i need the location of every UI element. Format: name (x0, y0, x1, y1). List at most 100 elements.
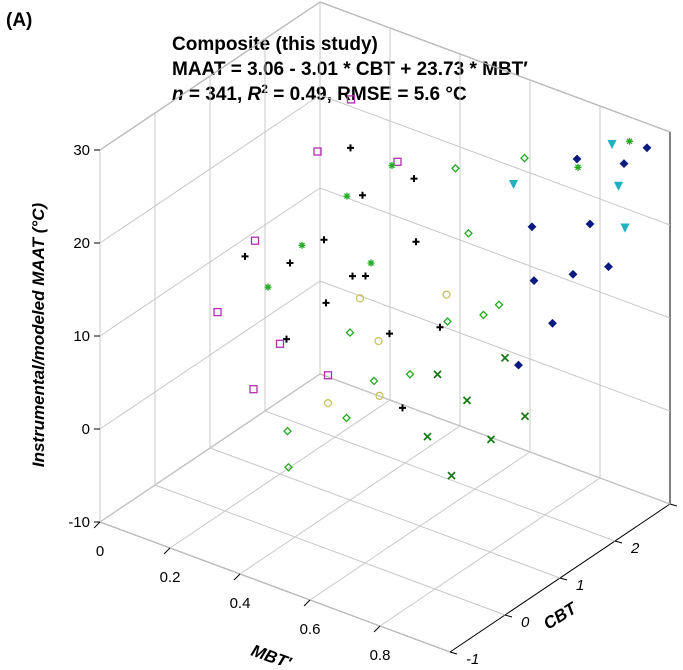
x-tick-label: 0.8 (370, 647, 391, 664)
grid-line (209, 447, 561, 579)
point (388, 162, 396, 169)
stats-part: = 341, (184, 84, 248, 105)
z-tick-label: 30 (73, 142, 90, 159)
point (585, 219, 595, 229)
point (393, 157, 402, 166)
point (386, 330, 393, 338)
z-axis-label: Instrumental/modeled MAAT (°C) (29, 203, 48, 468)
x-tick-label: 0 (96, 543, 104, 560)
point (275, 339, 285, 348)
tick-mark (93, 521, 101, 529)
point (367, 259, 375, 267)
point (346, 95, 356, 104)
point (514, 360, 523, 370)
stats-part: n (172, 84, 184, 105)
point (529, 276, 539, 286)
point (462, 396, 472, 405)
point (642, 143, 652, 153)
tick-mark (449, 651, 458, 655)
grid-line (319, 373, 671, 505)
chart-title: Composite (this study) (172, 34, 378, 55)
point (527, 222, 537, 232)
stats-line: n = 341, R2 = 0.49, RMSE = 5.6 °C (172, 82, 467, 105)
tick-mark (669, 503, 678, 507)
point (347, 144, 354, 152)
y-axis-label: CBT (540, 598, 581, 633)
grid-line (319, 94, 671, 226)
point (345, 328, 355, 338)
tick-mark (163, 547, 171, 555)
point (436, 323, 444, 331)
grid-line (99, 1, 321, 151)
point (320, 236, 328, 244)
grid-line (99, 187, 321, 337)
point (342, 413, 351, 423)
point (286, 259, 294, 267)
point (249, 385, 258, 394)
y-tick-label: 1 (576, 577, 584, 594)
point (374, 336, 383, 346)
grid-line (99, 521, 451, 653)
z-tick-label: 20 (73, 235, 90, 252)
point (572, 154, 582, 164)
panel-label: (A) (6, 10, 32, 31)
point (405, 369, 415, 379)
stats-part: = 0.49, RMSE = 5.6 °C (268, 84, 467, 105)
stats-part: R (248, 84, 262, 105)
point (349, 272, 356, 280)
point (298, 241, 306, 249)
point (548, 318, 557, 328)
point (508, 179, 519, 190)
x-tick-label: 0.4 (230, 595, 251, 612)
point (613, 181, 624, 191)
point (322, 299, 330, 307)
point (369, 376, 379, 386)
grid-line (99, 280, 321, 430)
tick-mark (233, 573, 241, 581)
point (568, 269, 578, 279)
tick-mark (373, 625, 381, 633)
grid-line (319, 1, 671, 133)
point (520, 412, 530, 421)
point (443, 317, 452, 326)
tick-mark (504, 614, 513, 618)
y-tick-label: 2 (630, 540, 640, 557)
point (574, 163, 582, 171)
point (479, 310, 488, 320)
point (494, 300, 504, 310)
point (619, 159, 629, 169)
chart-subtitle: MAAT = 3.06 - 3.01 * CBT + 23.73 * MBT′ (172, 59, 528, 80)
y-tick-label: 0 (521, 614, 530, 631)
point (343, 192, 351, 200)
point (520, 153, 529, 163)
point (607, 139, 617, 150)
point (604, 262, 613, 272)
point (626, 137, 633, 145)
point (451, 163, 460, 173)
grid-line (319, 187, 671, 319)
point (241, 252, 249, 260)
grid-line (99, 373, 321, 523)
point (442, 290, 451, 299)
x-tick-label: 0.2 (160, 569, 181, 586)
point (323, 371, 333, 380)
point (283, 335, 290, 343)
point (433, 370, 442, 379)
point (375, 391, 384, 400)
point (264, 283, 272, 291)
grid-line (264, 410, 616, 542)
point (464, 228, 473, 238)
point (355, 294, 365, 303)
points (213, 95, 652, 480)
tick-mark (303, 599, 311, 607)
grid-line (154, 484, 506, 616)
z-tick-label: 0 (82, 421, 90, 438)
point (362, 272, 369, 280)
point (213, 307, 222, 317)
point (359, 191, 366, 199)
point (283, 426, 292, 436)
z-tick-label: 10 (73, 328, 90, 345)
grid-line (319, 280, 671, 412)
point (250, 236, 260, 245)
